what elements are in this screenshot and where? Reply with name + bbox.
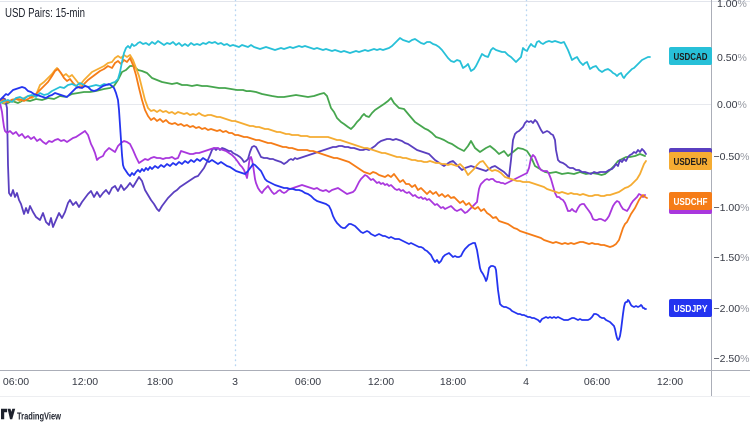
svg-text:1.00%: 1.00% — [717, 0, 747, 10]
svg-text:12:00: 12:00 — [657, 376, 683, 388]
svg-text:USDEUR: USDEUR — [674, 157, 709, 168]
svg-text:0.00%: 0.00% — [717, 99, 747, 111]
svg-text:USDCHF: USDCHF — [674, 197, 708, 208]
svg-text:12:00: 12:00 — [72, 376, 98, 388]
svg-text:TradingView: TradingView — [17, 411, 61, 422]
svg-text:06:00: 06:00 — [3, 376, 29, 388]
svg-text:USD Pairs: 15-min: USD Pairs: 15-min — [5, 5, 85, 20]
svg-text:−2.50%: −2.50% — [714, 353, 750, 365]
svg-text:06:00: 06:00 — [584, 376, 610, 388]
svg-text:−1.50%: −1.50% — [714, 252, 750, 264]
svg-text:USDJPY: USDJPY — [674, 304, 708, 315]
svg-text:0.50%: 0.50% — [717, 52, 747, 64]
svg-text:−0.50%: −0.50% — [714, 151, 750, 163]
svg-text:12:00: 12:00 — [368, 376, 394, 388]
svg-text:USDCAD: USDCAD — [674, 52, 708, 63]
svg-text:4: 4 — [523, 376, 529, 388]
svg-text:18:00: 18:00 — [440, 376, 466, 388]
svg-text:−1.00%: −1.00% — [714, 202, 750, 214]
svg-text:3: 3 — [232, 376, 238, 388]
svg-text:18:00: 18:00 — [147, 376, 173, 388]
svg-text:−2.00%: −2.00% — [714, 303, 750, 315]
svg-text:06:00: 06:00 — [295, 376, 321, 388]
